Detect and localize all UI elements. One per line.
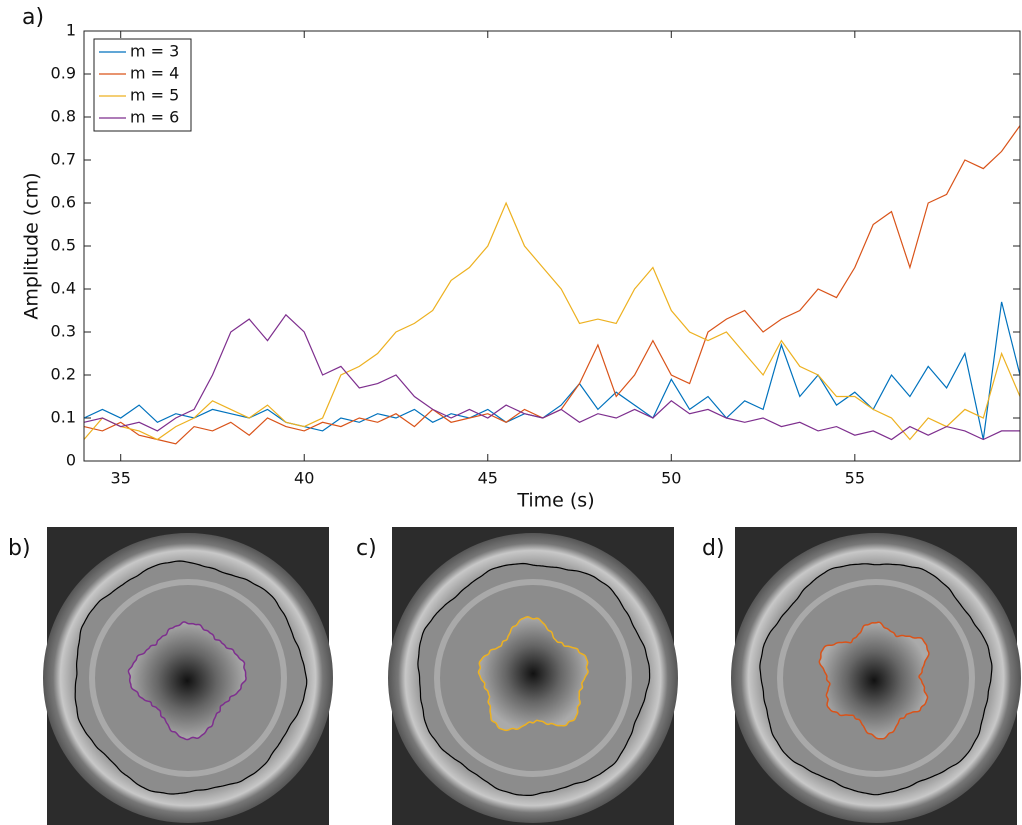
y-tick-label: 0.6 — [51, 193, 76, 212]
y-tick-label: 0.5 — [51, 236, 76, 255]
panel-label: b) — [8, 536, 31, 561]
legend-label: m = 3 — [130, 42, 179, 61]
y-tick-label: 0 — [66, 451, 76, 470]
panel-label: d) — [702, 536, 725, 561]
inner-contour — [127, 621, 247, 741]
y-tick-label: 1 — [66, 21, 76, 40]
photo-panels — [43, 527, 1021, 825]
inner-contour — [818, 621, 930, 740]
y-tick-label: 0.7 — [51, 150, 76, 169]
legend-label: m = 6 — [130, 108, 179, 127]
legend-label: m = 4 — [130, 64, 179, 83]
y-tick-label: 0.4 — [51, 279, 76, 298]
panel-label: a) — [22, 5, 44, 30]
y-tick-label: 0.9 — [51, 64, 76, 83]
series-line — [83, 201, 1021, 441]
ring — [89, 579, 287, 777]
x-tick-label: 50 — [661, 469, 681, 488]
ring — [434, 579, 632, 777]
x-tick-label: 45 — [478, 469, 498, 488]
y-tick-label: 0.1 — [51, 408, 76, 427]
inner-contour — [477, 616, 589, 732]
y-tick-label: 0.3 — [51, 322, 76, 341]
x-tick-label: 40 — [294, 469, 314, 488]
x-tick-label: 55 — [845, 469, 865, 488]
x-axis-label: Time (s) — [516, 490, 594, 512]
series-line — [83, 301, 1021, 440]
plot-frame — [83, 30, 1021, 462]
series-line — [83, 313, 1020, 441]
legend-label: m = 5 — [130, 86, 179, 105]
legend-box — [93, 38, 192, 132]
x-tick-label: 35 — [111, 469, 131, 488]
y-tick-label: 0.2 — [51, 365, 76, 384]
y-axis-label: Amplitude (cm) — [21, 172, 43, 319]
y-tick-label: 0.8 — [51, 107, 76, 126]
series-line — [83, 125, 1021, 445]
panel-label: c) — [356, 536, 377, 561]
ring — [777, 579, 975, 777]
